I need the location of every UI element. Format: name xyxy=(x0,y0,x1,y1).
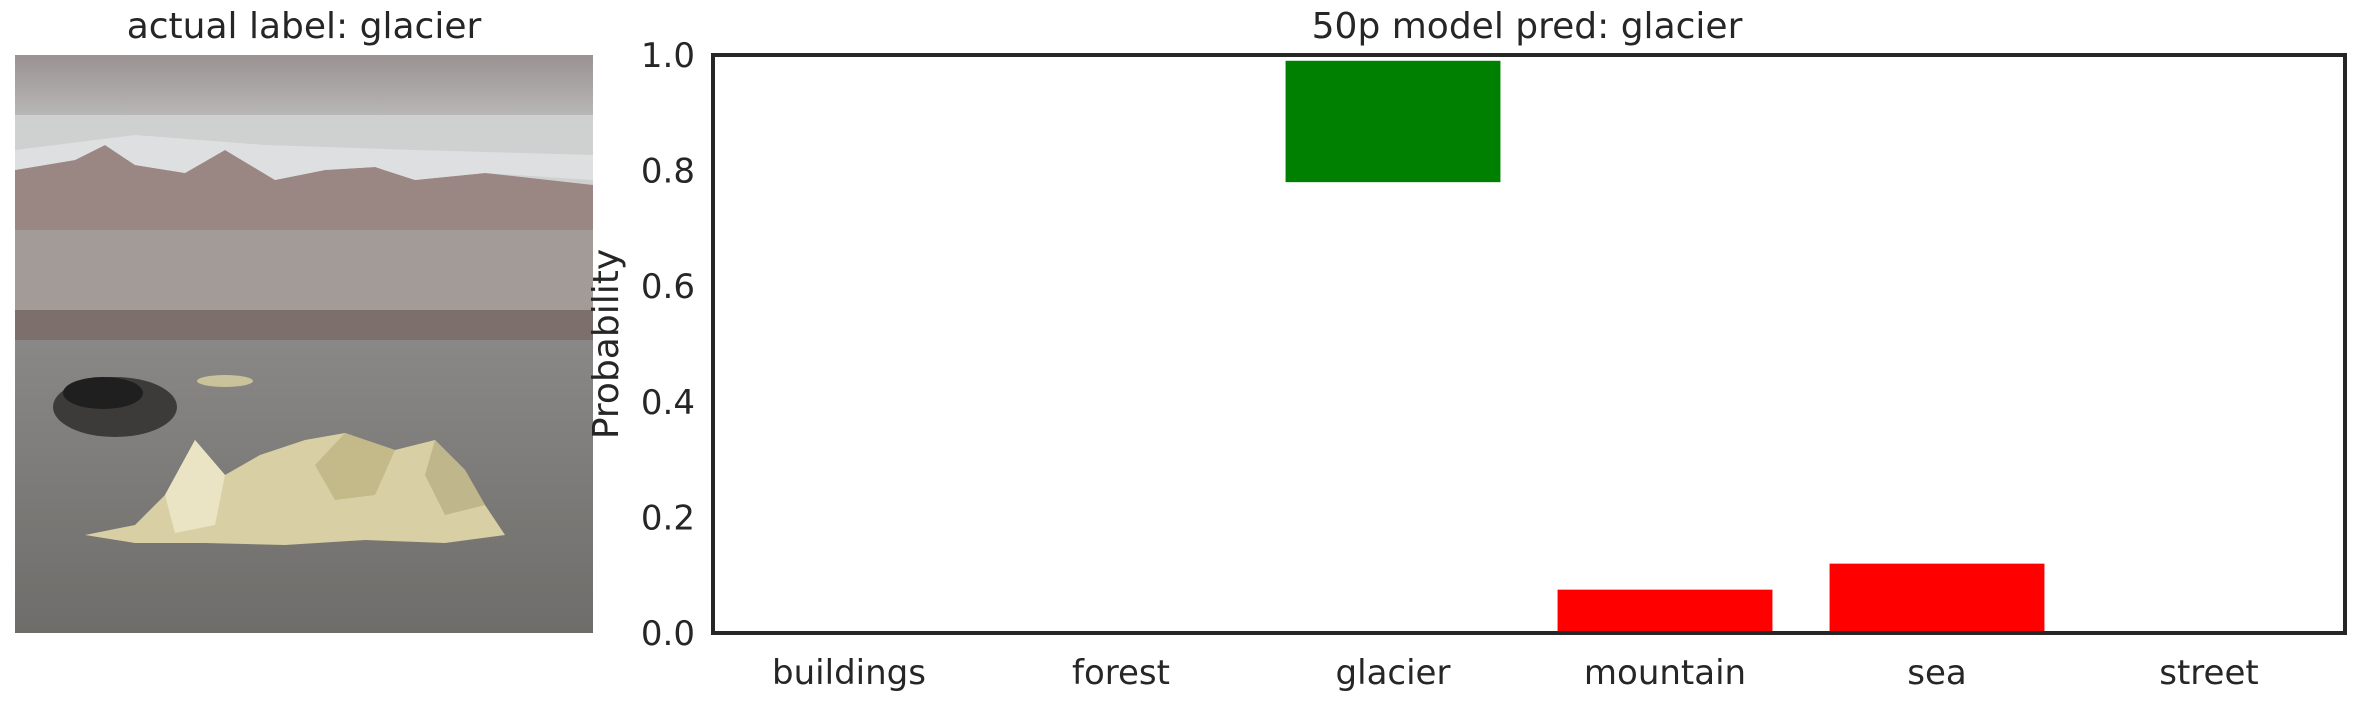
x-tick-label: buildings xyxy=(772,653,926,693)
x-tick-label: sea xyxy=(1907,653,1966,693)
y-ticks: 0.0 0.2 0.4 0.6 0.8 1.0 xyxy=(641,36,695,654)
bar-mountain xyxy=(1557,589,1773,633)
y-tick-label: 0.8 xyxy=(641,152,695,192)
y-axis-label: Probability xyxy=(586,249,627,439)
bar-sea xyxy=(1829,563,2045,633)
x-tick-label: street xyxy=(2159,653,2258,693)
bar-glacier xyxy=(1285,60,1501,183)
y-tick-label: 0.2 xyxy=(641,498,695,538)
image-title: actual label: glacier xyxy=(126,6,482,47)
y-tick-label: 1.0 xyxy=(641,36,695,76)
x-tick-label: glacier xyxy=(1336,653,1451,693)
bars-layer xyxy=(1285,60,2045,633)
plot-frame xyxy=(711,53,2347,635)
x-tick-label: mountain xyxy=(1584,653,1746,693)
y-tick-label: 0.0 xyxy=(641,614,695,654)
sample-photo xyxy=(15,55,593,633)
x-ticks: buildings forest glacier mountain sea street xyxy=(772,653,2259,693)
y-tick-label: 0.4 xyxy=(641,383,695,423)
y-tick-label: 0.6 xyxy=(641,267,695,307)
x-tick-label: forest xyxy=(1072,653,1170,693)
chart-title: 50p model pred: glacier xyxy=(1311,6,1743,47)
